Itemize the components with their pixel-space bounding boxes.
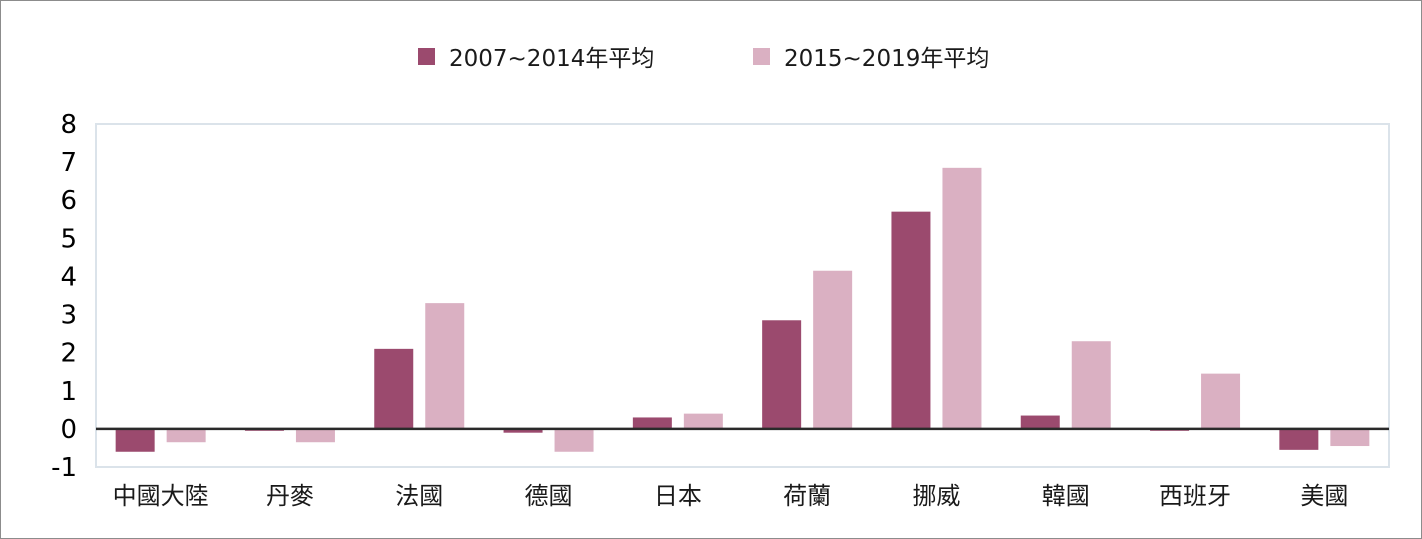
bar-2-2 [296, 429, 335, 442]
bar-2-7 [942, 168, 981, 429]
bar-1-6 [762, 320, 801, 429]
x-axis-ticks: 中國大陸 丹麥 法國 德國 日本 荷蘭 挪威 韓國 西班牙 美國 [113, 482, 1349, 510]
y-tick-label: 8 [60, 110, 77, 140]
y-tick-label: 5 [60, 224, 77, 254]
legend-label-1: 2007~2014年平均 [449, 46, 654, 72]
legend-label-2: 2015~2019年平均 [784, 46, 989, 72]
y-axis-ticks: 8 7 6 5 4 3 2 1 0 -1 [51, 110, 77, 483]
plot-area [96, 124, 1389, 467]
bar-1-7 [891, 212, 930, 429]
bar-2-4 [555, 429, 594, 452]
y-tick-label: 2 [60, 339, 77, 369]
x-tick-label: 德國 [525, 482, 573, 510]
x-tick-label: 韓國 [1042, 482, 1090, 510]
bar-2-9 [1201, 374, 1240, 429]
bar-2-1 [167, 429, 206, 442]
y-tick-label: -1 [51, 453, 77, 483]
bar-2-10 [1330, 429, 1369, 446]
bar-2-5 [684, 414, 723, 429]
bar-1-8 [1021, 416, 1060, 429]
bar-1-10 [1279, 429, 1318, 450]
legend-swatch-2 [753, 48, 770, 65]
bar-2-6 [813, 271, 852, 429]
x-tick-label: 挪威 [912, 482, 960, 510]
bar-1-5 [633, 417, 672, 428]
y-tick-label: 7 [60, 148, 77, 178]
x-tick-label: 丹麥 [266, 482, 314, 510]
y-tick-label: 0 [60, 415, 77, 445]
x-tick-label: 法國 [395, 482, 443, 510]
y-tick-label: 6 [60, 186, 77, 216]
legend: 2007~2014年平均 2015~2019年平均 [418, 46, 989, 72]
y-tick-label: 3 [60, 301, 77, 331]
bar-2-8 [1072, 341, 1111, 429]
y-tick-label: 4 [60, 262, 77, 292]
legend-swatch-1 [418, 48, 435, 65]
x-tick-label: 荷蘭 [783, 482, 831, 510]
bar-1-1 [116, 429, 155, 452]
bar-1-3 [374, 349, 413, 429]
y-tick-label: 1 [60, 377, 77, 407]
x-tick-label: 美國 [1300, 482, 1348, 510]
bar-2-3 [425, 303, 464, 429]
x-tick-label: 日本 [654, 482, 702, 510]
x-tick-label: 西班牙 [1159, 482, 1231, 510]
x-tick-label: 中國大陸 [113, 482, 209, 510]
